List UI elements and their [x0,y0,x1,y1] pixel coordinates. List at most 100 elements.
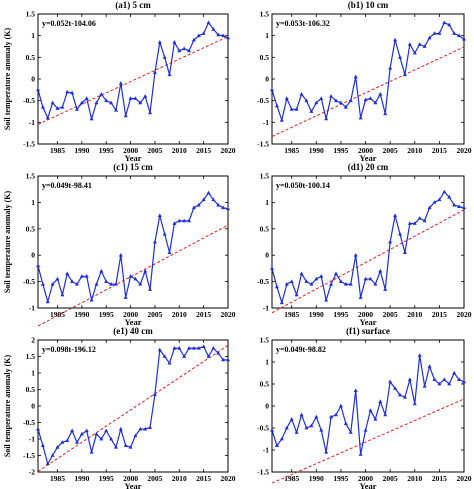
x-tick-label: 1985 [284,474,299,483]
x-tick-label: 1985 [50,146,65,155]
y-tick-label: 1 [31,31,35,40]
data-point [368,276,373,281]
x-tick-label: 1995 [333,310,348,319]
data-point [447,381,452,386]
data-point [314,100,319,105]
y-tick-label: 0.5 [26,53,36,62]
data-point [79,100,84,105]
chart-panel-6: (f1) surface -1.5 -1 -0.5 0 0.5 1 1.5 1985 1990 19… [257,326,472,489]
data-point [314,414,319,419]
data-point [378,268,383,273]
data-point [182,354,187,358]
data-point [284,96,289,100]
data-point [138,426,143,431]
chart-panel-4: (d1) 20 cm -1 -0.5 0 0.5 1 1.5 1985 1990 1995 2000… [257,162,472,327]
plot-frame [271,339,465,473]
data-point [427,205,432,210]
plot-frame [37,175,229,309]
data-point [462,36,466,41]
data-point [221,205,226,210]
data-point [412,221,417,225]
panel-title: (a1) 5 cm [115,0,151,10]
data-point [167,250,172,254]
data-point [196,202,201,207]
data-point [373,417,378,421]
data-point [353,388,358,392]
data-point [70,428,75,433]
data-point [148,425,153,429]
data-point [289,417,294,421]
data-point [128,274,133,278]
data-point [182,218,187,223]
y-tick-label: 2 [31,336,35,345]
data-point [304,279,309,283]
data-point [334,412,338,417]
data-point [152,239,157,244]
data-point [417,353,422,357]
data-point [89,450,94,454]
data-point [457,33,462,38]
x-tick-label: 2020 [457,146,472,155]
y-tick-label: -0.5 [23,96,35,105]
data-point [427,364,432,368]
data-point [187,218,192,223]
data-point [279,300,284,305]
data-point [191,346,196,350]
y-tick-label: 1.5 [26,172,36,181]
series-line [271,355,465,455]
data-point [284,282,289,286]
data-point [206,354,211,358]
trend-line [271,209,465,314]
y-tick-label: 0.5 [26,385,36,394]
data-point [65,89,70,94]
data-point [123,295,128,299]
data-point [226,206,230,211]
series-line [37,21,229,122]
trend-line [37,224,229,327]
data-point [329,282,334,286]
data-point [84,274,89,278]
data-point [452,202,457,207]
data-point [162,55,167,59]
data-point [55,106,60,110]
y-tick-label: -0.5 [257,277,269,286]
y-tick-label: -1 [263,118,269,127]
data-point [437,381,442,386]
data-point [55,445,60,449]
x-tick-label: 1990 [309,474,324,483]
data-point [123,113,128,118]
y-tick-label: 0.5 [26,224,36,233]
data-point [167,72,172,77]
data-point [319,428,324,432]
x-tick-label: 2000 [358,474,373,483]
data-point [162,354,167,358]
data-point [50,282,55,286]
data-point [177,346,182,350]
data-point [99,91,104,96]
series-line [271,190,465,305]
y-tick-label: -1 [29,118,35,127]
data-point [462,205,466,210]
data-point [407,42,412,46]
y-tick-label: -1.5 [257,468,269,477]
data-point [368,96,373,100]
data-point [113,282,118,286]
data-point [40,104,45,109]
data-point [274,284,279,289]
x-tick-label: 2005 [147,474,162,483]
trend-equation: y=0.049t-98.41 [42,181,92,190]
data-point [182,46,187,51]
data-point [309,109,314,113]
y-axis-label: Soil temperature anomaly (K) [3,355,12,458]
panel-title: (e1) 40 cm [113,326,153,336]
data-point [104,98,109,103]
data-point [383,412,388,417]
data-point [412,401,417,406]
data-point [89,116,94,121]
trend-equation: y=0.098t-196.12 [42,345,96,354]
data-point [437,197,442,202]
x-tick-label: 2010 [172,146,187,155]
x-tick-label: 2020 [221,146,236,155]
y-tick-label: -1.5 [23,140,35,149]
